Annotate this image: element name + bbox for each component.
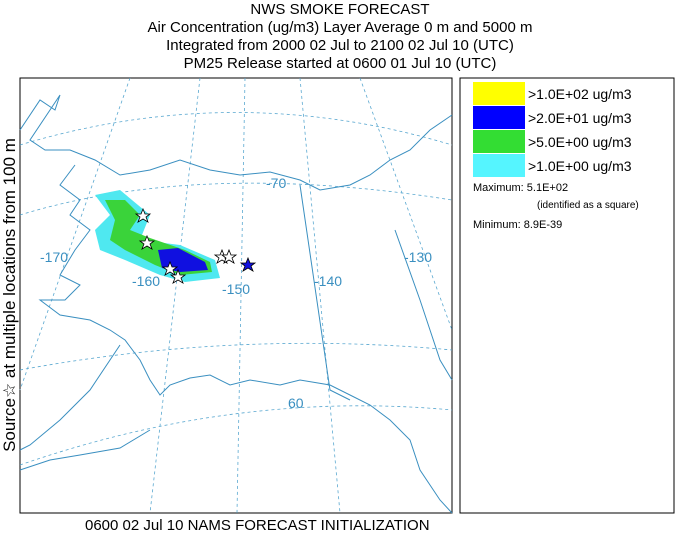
graticule — [19, 405, 453, 466]
graticule-label: -130 — [404, 249, 432, 265]
coastline — [19, 94, 453, 191]
coastline — [394, 229, 453, 381]
minimum: Minimum: 8.9E-39 — [473, 219, 562, 231]
legend-label: >5.0E+00 ug/m3 — [528, 134, 632, 150]
border — [299, 184, 351, 401]
legend-swatch — [473, 82, 525, 105]
graticule — [149, 77, 201, 514]
graticule — [236, 77, 246, 514]
legend-swatch — [473, 154, 525, 177]
graticule-label: -140 — [314, 273, 342, 289]
legend-label: >1.0E+00 ug/m3 — [528, 158, 632, 174]
graticule — [299, 77, 341, 514]
coastline — [38, 164, 453, 514]
map-frame — [19, 77, 453, 514]
subtitle: Integrated from 2000 02 Jul to 2100 02 J… — [166, 37, 514, 54]
coastline — [19, 429, 151, 471]
legend: >1.0E+02 ug/m3 >2.0E+01 ug/m3 >5.0E+00 ug/… — [473, 82, 632, 177]
legend-label: >1.0E+02 ug/m3 — [528, 86, 632, 102]
graticule — [359, 77, 453, 331]
graticule-label: -70 — [266, 175, 286, 191]
coastline — [19, 344, 121, 451]
source-label: Source☆ at multiple locations from 100 m — [0, 138, 19, 452]
graticule-label: 60 — [288, 395, 304, 411]
graticule-label: -160 — [132, 273, 160, 289]
legend-swatch — [473, 106, 525, 129]
legend-label: >2.0E+01 ug/m3 — [528, 110, 632, 126]
graticule — [19, 77, 131, 391]
legend-swatch — [473, 130, 525, 153]
source-markers — [134, 207, 257, 284]
subtitle: PM25 Release started at 0600 01 Jul 10 (… — [184, 55, 497, 72]
maximum: Maximum: 5.1E+02 — [473, 182, 568, 194]
graticule — [19, 182, 453, 216]
graticule — [19, 112, 453, 146]
graticule — [19, 342, 453, 371]
title: NWS SMOKE FORECAST — [250, 1, 429, 18]
graticule-label: -150 — [222, 281, 250, 297]
maximum-note: (identified as a square) — [537, 200, 639, 211]
map: -70 -170 -160 -150 -140 -130 60 — [19, 77, 453, 514]
graticule-label: -170 — [40, 249, 68, 265]
footer: 0600 02 Jul 10 NAMS FORECAST INITIALIZAT… — [85, 517, 430, 532]
subtitle: Air Concentration (ug/m3) Layer Average … — [148, 19, 533, 36]
